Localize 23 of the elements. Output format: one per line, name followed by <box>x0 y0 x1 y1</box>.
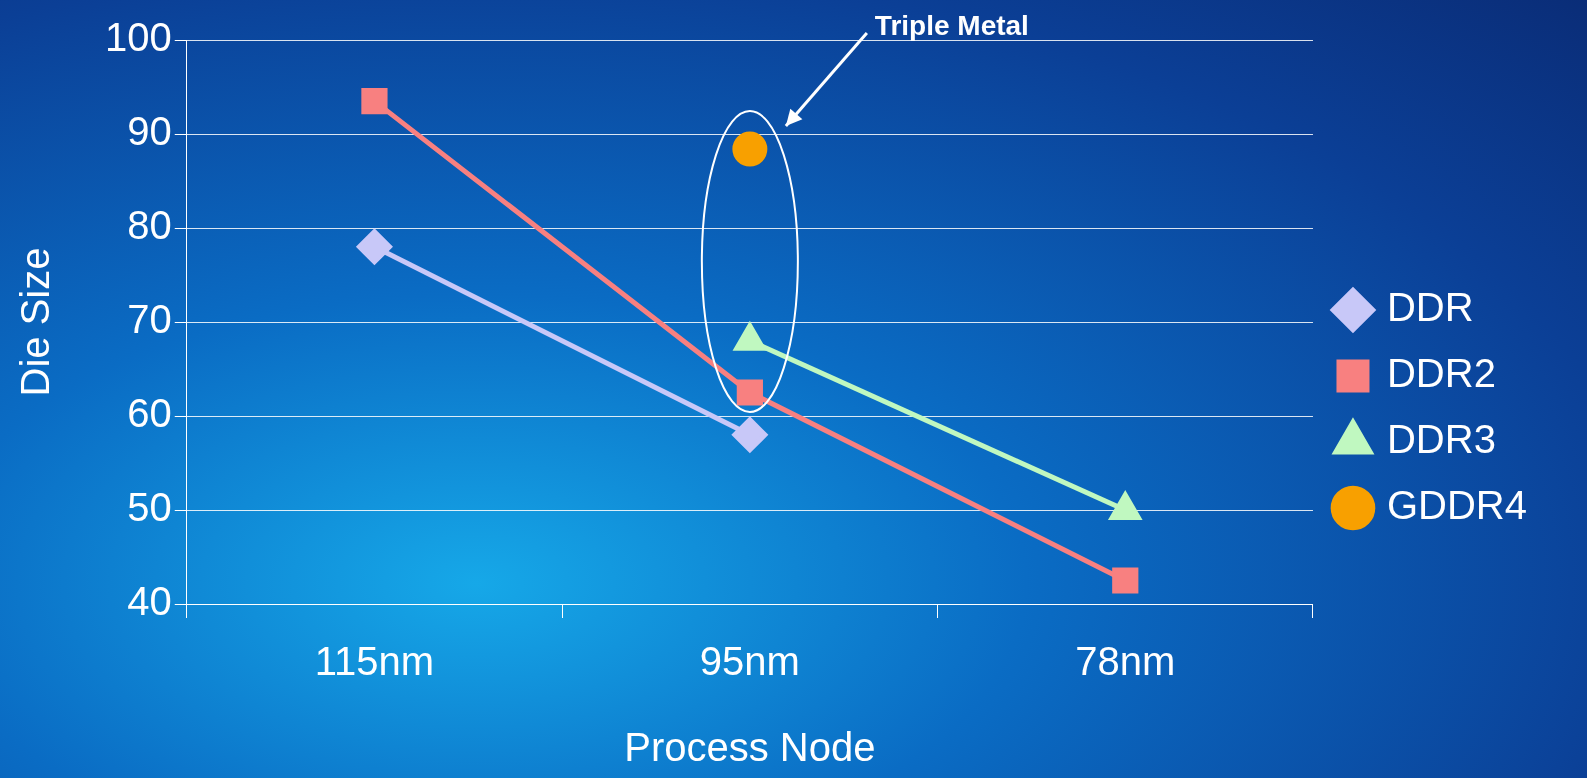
point <box>732 417 768 453</box>
point <box>361 87 388 115</box>
point <box>356 229 392 265</box>
y-tick-label: 60 <box>127 391 172 436</box>
y-tick-label: 100 <box>104 15 172 60</box>
point <box>1112 567 1139 594</box>
legend-label: GDDR4 <box>1386 483 1528 528</box>
x-tick-label: 78nm <box>1075 639 1176 684</box>
x-tick-label: 115nm <box>314 639 435 684</box>
x-tick-label: 95nm <box>699 639 800 684</box>
point <box>736 379 763 406</box>
y-tick-label: 90 <box>127 109 172 154</box>
y-tick-label: 50 <box>127 485 172 530</box>
x-axis-title: Process Node <box>624 725 876 770</box>
y-tick-label: 40 <box>127 579 172 624</box>
legend-label: DDR <box>1386 285 1474 330</box>
point <box>732 131 768 167</box>
legend-label: DDR2 <box>1386 351 1496 396</box>
y-tick-label: 70 <box>127 297 172 342</box>
y-axis-title: Die Size <box>13 247 58 397</box>
annotation: Triple Metal <box>874 9 1029 41</box>
y-tick-label: 80 <box>127 203 172 248</box>
legend-label: DDR3 <box>1386 417 1496 462</box>
